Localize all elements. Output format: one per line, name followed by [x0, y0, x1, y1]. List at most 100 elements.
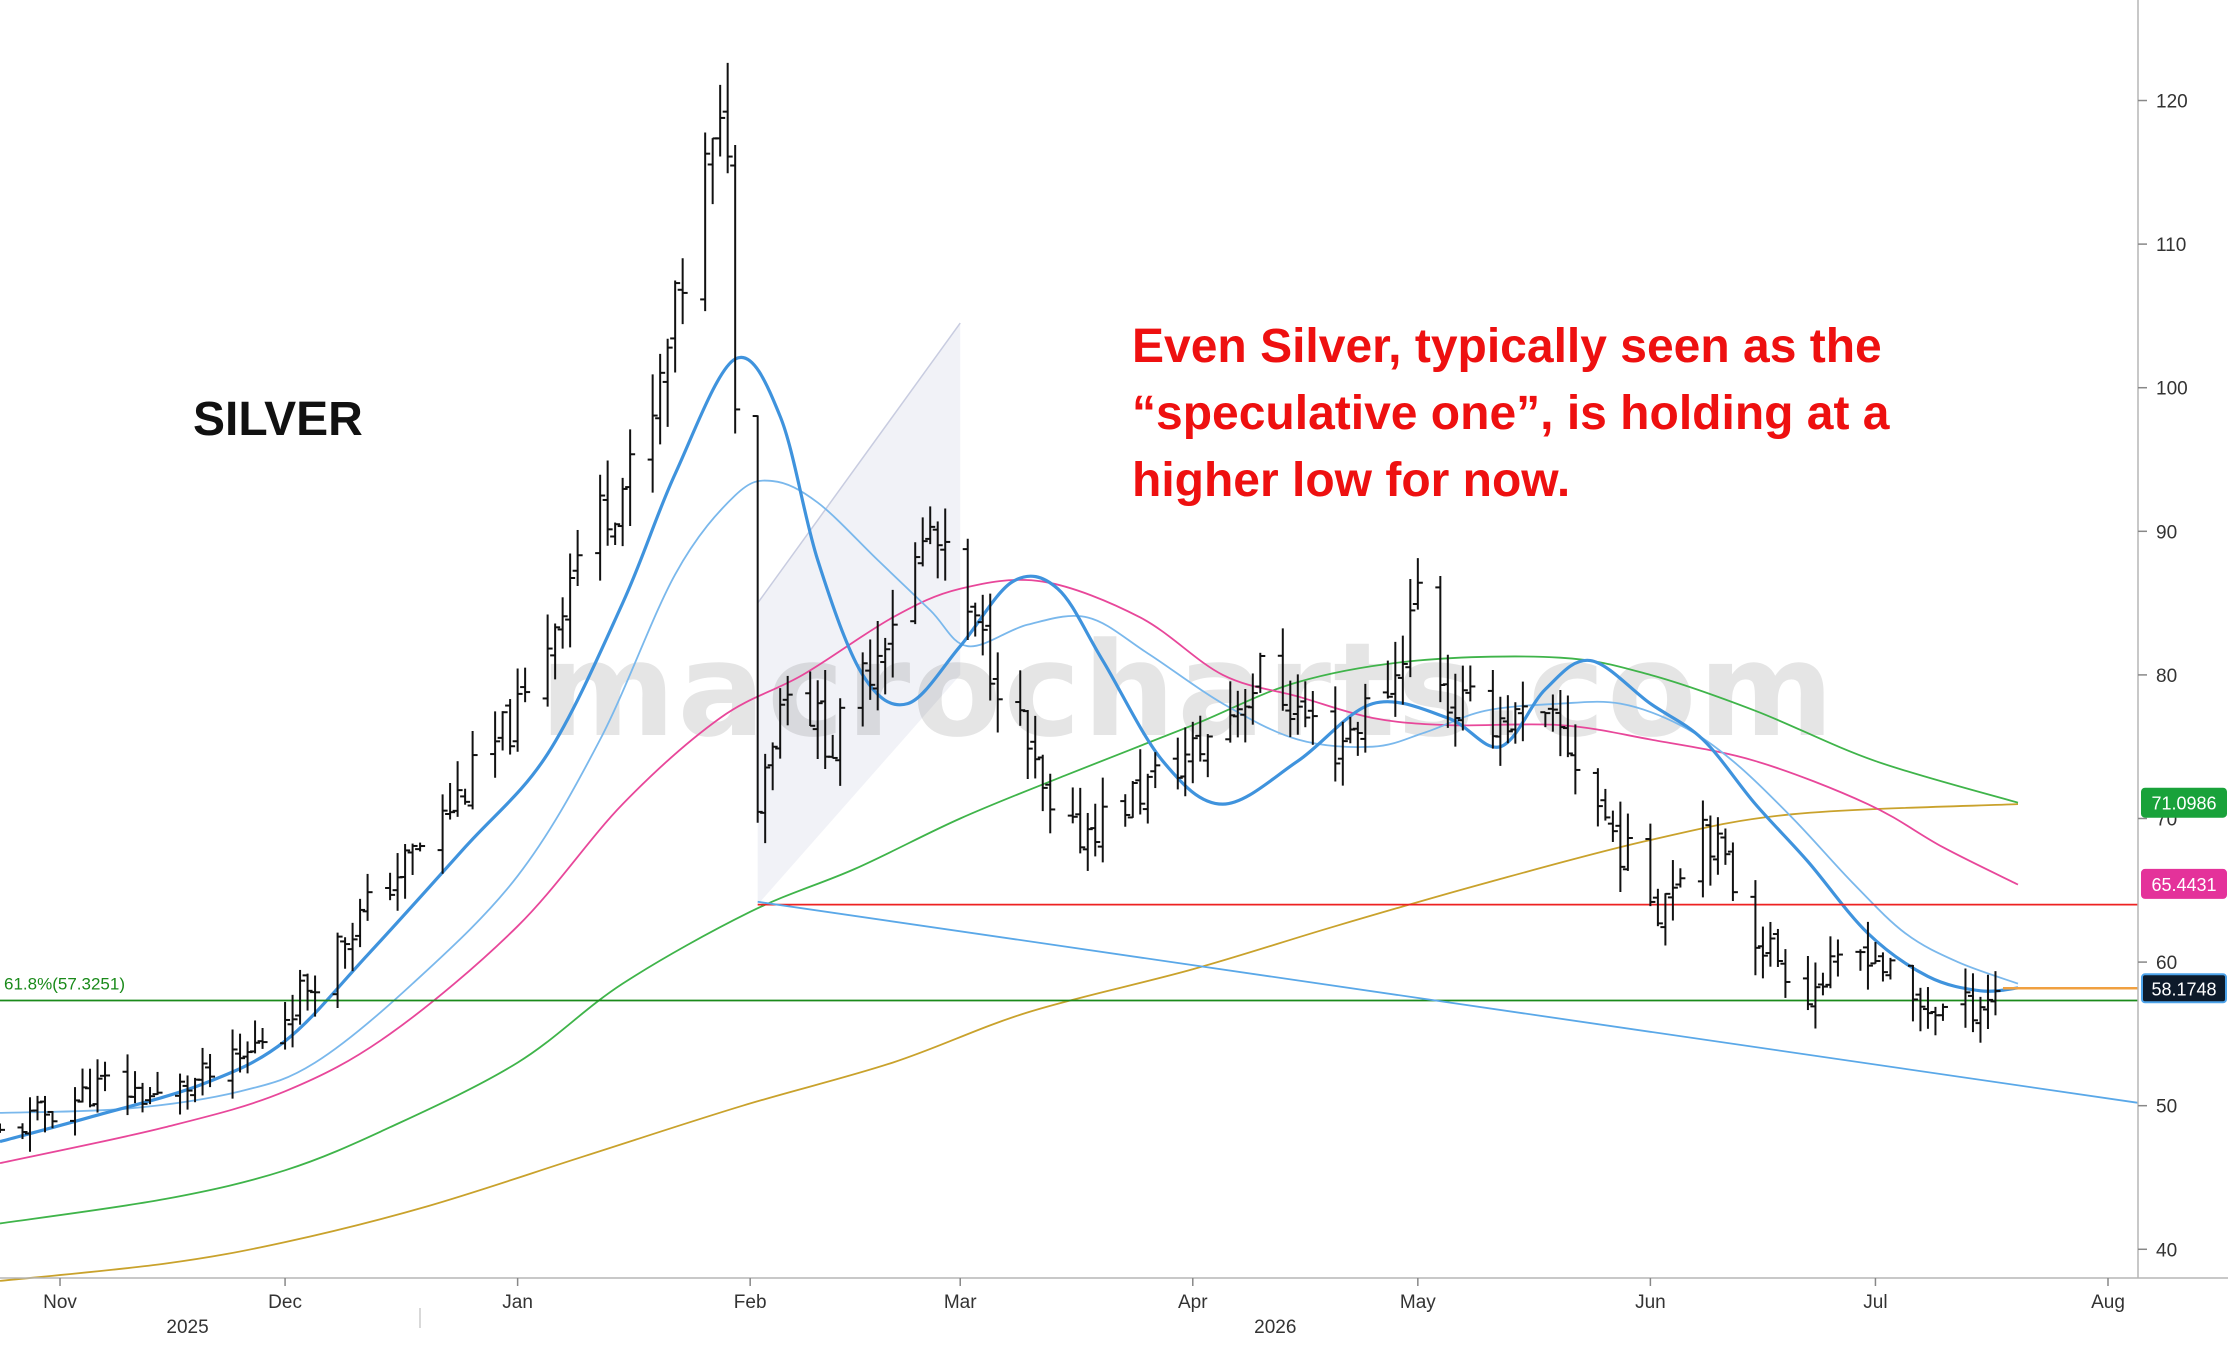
- price-bar: [512, 668, 523, 752]
- price-bar: [40, 1095, 51, 1133]
- annotation-line-3: higher low for now.: [1132, 454, 1570, 507]
- price-bar: [92, 1059, 103, 1113]
- price-bar: [1697, 800, 1708, 898]
- price-bar: [182, 1075, 193, 1110]
- price-bar: [1645, 823, 1656, 907]
- price-bar: [1712, 817, 1723, 875]
- price-bar: [152, 1071, 163, 1096]
- price-bar: [1382, 660, 1393, 699]
- price-bar: [617, 477, 628, 547]
- price-bar: [1465, 665, 1476, 702]
- price-bar: [460, 788, 471, 805]
- price-bar: [715, 84, 726, 157]
- price-bar: [1652, 888, 1663, 927]
- value-badge: 58.1748: [2141, 973, 2227, 1004]
- price-bar: [362, 873, 373, 921]
- price-bar: [1922, 987, 1933, 1029]
- price-bar: [1720, 828, 1731, 865]
- fib-label: 61.8%(57.3251): [4, 975, 125, 994]
- annotation-line-2: “speculative one”, is holding at a: [1132, 387, 1890, 440]
- price-bar: [655, 353, 666, 445]
- price-bar: [887, 589, 898, 678]
- price-bar: [1517, 681, 1528, 742]
- price-channel: [757, 322, 961, 905]
- x-tick-label: Nov: [43, 1292, 77, 1313]
- price-bar: [1082, 812, 1093, 871]
- svg-text:71.0986: 71.0986: [2151, 794, 2216, 814]
- price-bar: [1915, 987, 1926, 1032]
- price-bar: [602, 460, 613, 546]
- price-bar: [1817, 972, 1828, 996]
- svg-text:65.4431: 65.4431: [2151, 875, 2216, 895]
- price-bar: [1187, 721, 1198, 784]
- price-bar: [880, 637, 891, 695]
- price-bar: [1727, 842, 1738, 902]
- x-tick-label: Jul: [1863, 1292, 1887, 1313]
- price-bar: [407, 843, 418, 875]
- price-bar: [452, 761, 463, 817]
- y-tick-label: 90: [2156, 522, 2177, 543]
- value-badges: 71.0986 65.4431 58.1748: [2141, 787, 2227, 1004]
- price-bar: [1172, 737, 1183, 790]
- price-bar: [827, 734, 838, 759]
- price-bar: [970, 602, 981, 637]
- price-bar: [1390, 641, 1401, 717]
- price-bar: [100, 1061, 111, 1092]
- price-bar: [1982, 974, 1993, 1029]
- price-bar: [932, 521, 943, 579]
- price-bar: [722, 62, 733, 174]
- price-bar: [1307, 691, 1318, 745]
- price-bar: [0, 1123, 5, 1133]
- price-bar: [775, 688, 786, 759]
- price-bar: [1285, 680, 1296, 738]
- price-bar: [1127, 780, 1138, 819]
- price-bar: [505, 699, 516, 755]
- price-bar: [445, 782, 456, 820]
- y-tick-label: 80: [2156, 666, 2177, 687]
- price-bar: [940, 508, 951, 581]
- price-bar: [812, 680, 823, 759]
- x-tick-label: Dec: [268, 1292, 302, 1313]
- price-bar: [520, 667, 531, 703]
- price-bar: [467, 730, 478, 810]
- price-bar: [1765, 921, 1776, 967]
- price-bar: [865, 639, 876, 700]
- trendline-line: [757, 900, 2139, 1104]
- price-bar: [1397, 635, 1408, 705]
- price-bar: [857, 652, 868, 727]
- price-bar: [910, 542, 921, 625]
- price-bar: [1337, 721, 1348, 786]
- price-bar: [565, 553, 576, 648]
- price-bar: [1622, 813, 1633, 871]
- price-bar: [1667, 860, 1678, 921]
- price-bar: [205, 1053, 216, 1088]
- svg-text:58.1748: 58.1748: [2151, 979, 2216, 999]
- price-bar: [1615, 801, 1626, 893]
- price-bar: [280, 1001, 291, 1050]
- price-bar: [17, 1123, 28, 1140]
- ma-pink-line: [0, 578, 2019, 1164]
- price-bar: [1030, 715, 1041, 779]
- ma-slow-line: [0, 479, 2019, 1114]
- chart-title: SILVER: [193, 393, 363, 446]
- price-bar: [1067, 787, 1078, 824]
- moving-averages: [0, 355, 2019, 1282]
- price-bar: [872, 621, 883, 711]
- year-label: 2025: [166, 1317, 208, 1338]
- price-bar: [235, 1033, 246, 1073]
- price-bar: [1495, 696, 1506, 766]
- price-bar: [677, 258, 688, 325]
- price-bar: [1247, 673, 1258, 725]
- price-bar: [1150, 752, 1161, 789]
- price-bar: [1757, 926, 1768, 979]
- price-bar: [595, 474, 606, 581]
- price-bar: [1292, 674, 1303, 735]
- price-bar: [805, 671, 816, 727]
- price-bar: [347, 922, 358, 972]
- y-tick-label: 100: [2156, 379, 2188, 400]
- price-bar: [295, 969, 306, 1025]
- price-bar: [197, 1047, 208, 1096]
- price-bar: [1802, 956, 1813, 1011]
- price-bar: [1412, 558, 1423, 610]
